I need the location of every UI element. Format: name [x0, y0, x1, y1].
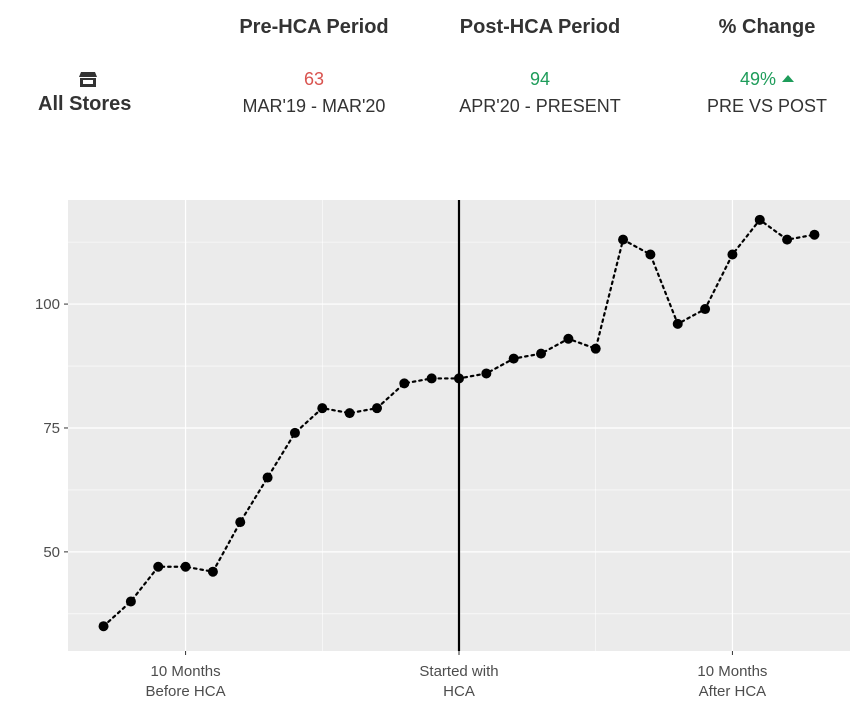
- data-point: [645, 249, 656, 260]
- data-point: [809, 229, 820, 240]
- x-axis-ticks: 10 Months Before HCA Started with HCA 10 Mon…: [146, 651, 767, 700]
- store-icon: [79, 72, 97, 87]
- post-hca-value: 94: [529, 69, 551, 89]
- row-label-all-stores: All Stores: [38, 93, 132, 115]
- data-point: [481, 368, 492, 379]
- percent-change-header: % Change: [718, 16, 816, 38]
- data-point: [399, 378, 410, 389]
- data-point: [536, 348, 547, 359]
- up-triangle-icon: [782, 75, 795, 82]
- data-point: [782, 234, 793, 245]
- x-tick-label: Before HCA: [146, 683, 226, 700]
- post-hca-header: Post-HCA Period: [459, 16, 621, 38]
- data-point: [590, 343, 601, 354]
- data-point: [153, 561, 164, 572]
- data-point: [317, 403, 328, 414]
- data-point: [180, 561, 191, 572]
- x-tick-label: After HCA: [699, 683, 767, 700]
- x-tick-label: HCA: [443, 683, 475, 700]
- percent-change-value: 49%: [739, 69, 777, 89]
- data-points: [98, 214, 820, 632]
- data-point: [125, 596, 136, 607]
- data-point: [207, 566, 218, 577]
- data-point: [754, 214, 765, 225]
- post-hca-period: APR'20 - PRESENT: [459, 96, 621, 116]
- data-point: [235, 517, 246, 528]
- data-point: [727, 249, 738, 260]
- pre-hca-header: Pre-HCA Period: [239, 16, 389, 38]
- data-point: [508, 353, 519, 364]
- data-point: [344, 408, 355, 419]
- data-point: [289, 427, 300, 438]
- y-tick-label: 100: [35, 296, 60, 313]
- percent-change-value-wrap: 49%: [667, 69, 867, 90]
- y-axis-ticks: 50 75 100: [35, 296, 68, 561]
- data-point: [618, 234, 629, 245]
- pre-hca-value: 63: [303, 69, 325, 89]
- data-point: [672, 318, 683, 329]
- y-tick-label: 50: [43, 544, 60, 561]
- x-tick-label: 10 Months: [151, 663, 221, 680]
- data-point: [262, 472, 273, 483]
- data-point: [98, 621, 109, 632]
- data-point: [371, 403, 382, 414]
- data-point: [454, 373, 464, 384]
- comparison-label: PRE VS POST: [706, 96, 828, 116]
- x-tick-label: 10 Months: [697, 663, 767, 680]
- data-point: [700, 304, 711, 315]
- y-tick-label: 75: [43, 420, 60, 437]
- data-point: [563, 333, 574, 344]
- x-tick-label: Started with: [419, 663, 498, 680]
- data-point: [426, 373, 437, 384]
- pre-hca-period: MAR'19 - MAR'20: [242, 96, 386, 116]
